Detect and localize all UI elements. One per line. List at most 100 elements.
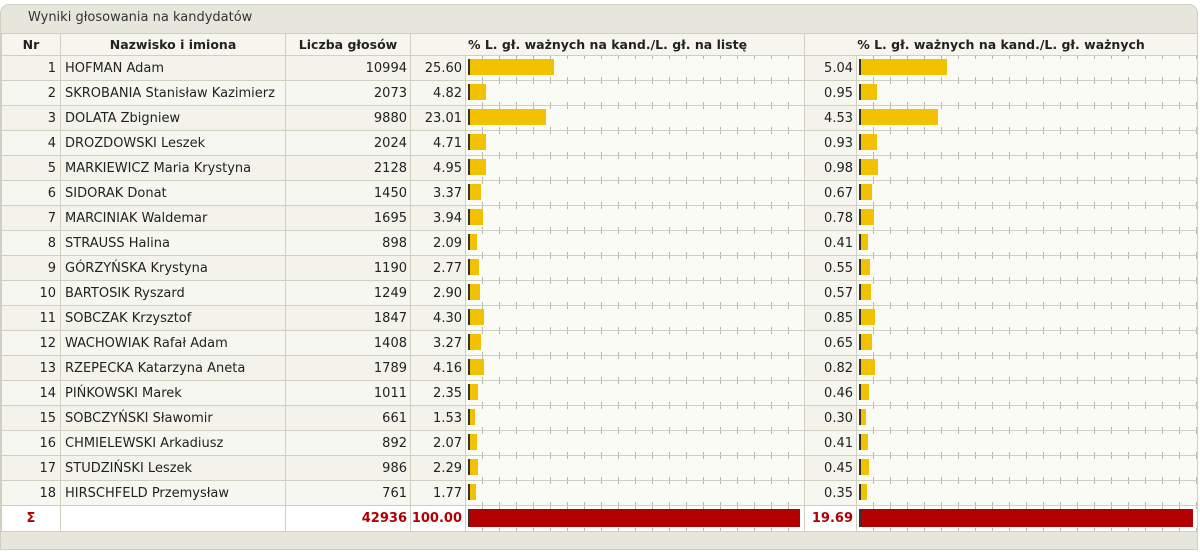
grid-ticks-bottom bbox=[466, 502, 804, 505]
grid-ticks-bottom bbox=[857, 352, 1197, 355]
grid-ticks-top bbox=[857, 481, 1197, 484]
pct-valid-value: 0.67 bbox=[804, 180, 857, 206]
pct-list-cell bbox=[465, 305, 805, 331]
candidate-name: WACHOWIAK Rafał Adam bbox=[60, 330, 286, 356]
total-pct-valid-cell bbox=[856, 505, 1198, 532]
pct-valid-value: 0.65 bbox=[804, 330, 857, 356]
pct-list-cell bbox=[465, 355, 805, 381]
total-pct-list: 100.00 bbox=[410, 505, 466, 532]
grid-ticks-bottom bbox=[466, 327, 804, 330]
header-pct-list: % L. gł. ważnych na kand./L. gł. na list… bbox=[410, 33, 805, 56]
grid-ticks-top bbox=[857, 206, 1197, 209]
table-row: 8 STRAUSS Halina 898 2.09 0.41 bbox=[1, 230, 1198, 256]
grid-ticks-bottom bbox=[857, 152, 1197, 155]
grid-ticks-top bbox=[466, 406, 804, 409]
pct-valid-value: 0.35 bbox=[804, 480, 857, 506]
grid-ticks-bottom bbox=[857, 477, 1197, 480]
pct-list-value: 4.95 bbox=[410, 155, 466, 181]
vote-count: 2128 bbox=[285, 155, 411, 181]
grid-ticks-bottom bbox=[857, 302, 1197, 305]
pct-list-bar bbox=[468, 59, 555, 75]
pct-list-cell bbox=[465, 480, 805, 506]
pct-list-value: 25.60 bbox=[410, 55, 466, 81]
pct-list-cell bbox=[465, 55, 805, 81]
total-pct-valid-bar bbox=[859, 509, 1193, 527]
total-row: Σ 42936 100.00 19.69 bbox=[1, 505, 1198, 532]
grid-ticks-top bbox=[857, 506, 1197, 509]
row-number: 14 bbox=[1, 380, 61, 406]
pct-list-bar bbox=[468, 384, 478, 400]
grid-ticks-top bbox=[466, 231, 804, 234]
row-number: 4 bbox=[1, 130, 61, 156]
grid-ticks-top bbox=[466, 481, 804, 484]
table-row: 2 SKROBANIA Stanisław Kazimierz 2073 4.82 0.… bbox=[1, 80, 1198, 106]
grid-ticks-bottom bbox=[857, 427, 1197, 430]
row-number: 13 bbox=[1, 355, 61, 381]
pct-valid-value: 0.55 bbox=[804, 255, 857, 281]
pct-valid-cell bbox=[856, 355, 1198, 381]
grid-ticks-bottom bbox=[466, 452, 804, 455]
grid-ticks-bottom bbox=[857, 102, 1197, 105]
row-number: 15 bbox=[1, 405, 61, 431]
pct-valid-cell bbox=[856, 280, 1198, 306]
grid-ticks-bottom bbox=[466, 102, 804, 105]
vote-count: 661 bbox=[285, 405, 411, 431]
pct-list-bar bbox=[468, 259, 480, 275]
table-row: 11 SOBCZAK Krzysztof 1847 4.30 0.85 bbox=[1, 305, 1198, 331]
row-number: 7 bbox=[1, 205, 61, 231]
pct-valid-value: 0.45 bbox=[804, 455, 857, 481]
pct-list-value: 1.77 bbox=[410, 480, 466, 506]
table-row: 10 BARTOSIK Ryszard 1249 2.90 0.57 bbox=[1, 280, 1198, 306]
table-row: 6 SIDORAK Donat 1450 3.37 0.67 bbox=[1, 180, 1198, 206]
grid-ticks-bottom bbox=[857, 227, 1197, 230]
grid-ticks-top bbox=[466, 256, 804, 259]
row-number: 8 bbox=[1, 230, 61, 256]
pct-valid-cell bbox=[856, 105, 1198, 131]
grid-ticks-bottom bbox=[466, 252, 804, 255]
pct-valid-bar bbox=[859, 284, 871, 300]
pct-valid-cell bbox=[856, 155, 1198, 181]
table-row: 7 MARCINIAK Waldemar 1695 3.94 0.78 bbox=[1, 205, 1198, 231]
pct-valid-bar bbox=[859, 109, 938, 125]
pct-valid-bar bbox=[859, 334, 873, 350]
grid-ticks-bottom bbox=[466, 528, 804, 531]
grid-ticks-bottom bbox=[857, 377, 1197, 380]
pct-valid-value: 0.46 bbox=[804, 380, 857, 406]
grid-ticks-bottom bbox=[857, 327, 1197, 330]
vote-count: 1408 bbox=[285, 330, 411, 356]
pct-list-value: 2.07 bbox=[410, 430, 466, 456]
grid-ticks-top bbox=[857, 281, 1197, 284]
row-number: 10 bbox=[1, 280, 61, 306]
grid-ticks-top bbox=[466, 456, 804, 459]
grid-ticks-bottom bbox=[466, 477, 804, 480]
vote-count: 9880 bbox=[285, 105, 411, 131]
candidate-name: DROZDOWSKI Leszek bbox=[60, 130, 286, 156]
table-row: 13 RZEPECKA Katarzyna Aneta 1789 4.16 0.82 bbox=[1, 355, 1198, 381]
vote-count: 2073 bbox=[285, 80, 411, 106]
pct-list-cell bbox=[465, 180, 805, 206]
grid-ticks-bottom bbox=[857, 202, 1197, 205]
vote-count: 761 bbox=[285, 480, 411, 506]
pct-list-value: 2.35 bbox=[410, 380, 466, 406]
grid-ticks-bottom bbox=[857, 452, 1197, 455]
pct-valid-bar bbox=[859, 259, 871, 275]
pct-valid-value: 0.41 bbox=[804, 230, 857, 256]
grid-ticks-top bbox=[466, 306, 804, 309]
pct-list-bar bbox=[468, 309, 485, 325]
grid-ticks-bottom bbox=[857, 252, 1197, 255]
pct-valid-value: 0.41 bbox=[804, 430, 857, 456]
vote-count: 986 bbox=[285, 455, 411, 481]
results-table: Nr Nazwisko i imiona Liczba głosów % L. … bbox=[1, 33, 1198, 532]
grid-ticks-bottom bbox=[466, 302, 804, 305]
pct-valid-bar bbox=[859, 159, 878, 175]
candidate-name: RZEPECKA Katarzyna Aneta bbox=[60, 355, 286, 381]
pct-valid-value: 5.04 bbox=[804, 55, 857, 81]
row-number: 11 bbox=[1, 305, 61, 331]
vote-count: 1249 bbox=[285, 280, 411, 306]
total-votes: 42936 bbox=[285, 505, 411, 532]
total-pct-list-cell bbox=[465, 505, 805, 532]
header-name: Nazwisko i imiona bbox=[60, 33, 286, 56]
panel-title: Wyniki głosowania na kandydatów bbox=[28, 10, 253, 25]
grid-ticks-bottom bbox=[466, 427, 804, 430]
vote-count: 2024 bbox=[285, 130, 411, 156]
